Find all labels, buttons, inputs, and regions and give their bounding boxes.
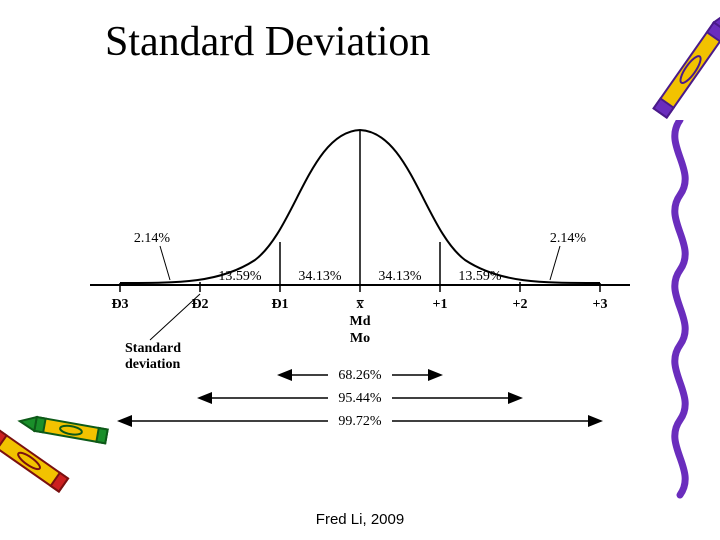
pct-label: 2.14%: [134, 231, 171, 246]
squiggle-icon: [660, 120, 700, 480]
footer-text: Fred Li, 2009: [0, 511, 720, 528]
tick-label: Ð3: [111, 297, 128, 312]
pct-label: 34.13%: [298, 269, 342, 284]
tick-label: Ð1: [271, 297, 288, 312]
range-label: 95.44%: [338, 391, 382, 406]
center-sublabel: Md: [350, 314, 371, 329]
range-label: 68.26%: [338, 368, 382, 383]
tick-label: +3: [593, 297, 608, 312]
sd-annotation: Standard: [125, 341, 181, 356]
center-sublabel: Mo: [350, 331, 370, 346]
tick-label: +1: [433, 297, 448, 312]
pct-label: 13.59%: [218, 269, 262, 284]
pct-label: 2.14%: [550, 231, 587, 246]
pct-label: 34.13%: [378, 269, 422, 284]
sd-annotation: deviation: [125, 357, 180, 372]
page-title: Standard Deviation: [105, 18, 430, 66]
tick-label: x̅: [356, 297, 364, 312]
bell-curve-diagram: Ð3 Ð2 Ð1 x̅ +1 +2 +3 2.14% 13.59% 34.13%…: [70, 120, 650, 460]
range-label: 99.72%: [338, 414, 382, 429]
tick-label: +2: [513, 297, 528, 312]
pct-label: 13.59%: [458, 269, 502, 284]
